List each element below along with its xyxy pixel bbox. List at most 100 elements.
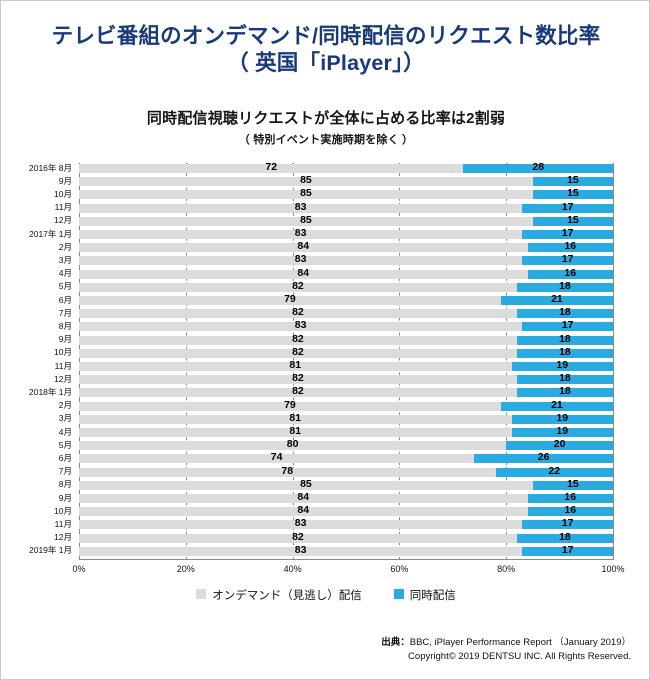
y-axis-label: 2018年 1月 <box>29 386 72 397</box>
bar-segment-ondemand <box>79 388 517 398</box>
bar-segment-ondemand <box>79 190 533 200</box>
y-axis-label: 2月 <box>58 241 72 252</box>
bar-segment-simulcast <box>522 256 613 266</box>
bar-row <box>79 507 613 517</box>
y-axis-label: 5月 <box>58 281 72 292</box>
y-axis-label: 2019年 1月 <box>29 545 72 556</box>
source-text: BBC, iPlayer Performance Report （January… <box>409 636 631 648</box>
bar-segment-ondemand <box>79 296 501 305</box>
y-axis-label: 4月 <box>58 268 72 279</box>
bar-segment-ondemand <box>79 362 512 371</box>
y-axis-label: 4月 <box>58 426 72 437</box>
bar-segment-ondemand <box>79 401 501 411</box>
bar-segment-simulcast <box>532 190 613 200</box>
bar-segment-simulcast <box>463 164 613 173</box>
bar-row <box>79 414 613 424</box>
bar-segment-ondemand <box>79 164 464 173</box>
bar-segment-simulcast <box>495 467 613 477</box>
bar-segment-simulcast <box>527 269 613 279</box>
bar-segment-simulcast <box>516 388 613 398</box>
bar-segment-simulcast <box>522 546 613 556</box>
bar-row <box>79 190 613 200</box>
x-axis-tick: 0% <box>72 564 86 574</box>
legend-label: オンデマンド（見逃し）配信 <box>212 590 362 602</box>
x-axis-line <box>79 559 614 560</box>
y-axis-label: 8月 <box>58 479 72 490</box>
legend-item[interactable]: オンデマンド（見逃し）配信 <box>196 587 362 603</box>
bar-segment-simulcast <box>527 494 613 503</box>
bar-row <box>79 428 613 437</box>
y-axis-label: 11月 <box>54 518 72 529</box>
source-line: 出典：BBC, iPlayer Performance Report （Janu… <box>381 636 631 651</box>
y-axis-label: 7月 <box>58 307 72 318</box>
y-axis-label: 11月 <box>54 202 72 213</box>
y-axis-label: 2016年 8月 <box>29 162 72 173</box>
bar-segment-ondemand <box>79 375 517 385</box>
gridline-40 <box>292 163 294 560</box>
chart-gridlines <box>79 163 614 560</box>
bar-row <box>79 375 613 385</box>
y-axis-label: 9月 <box>58 175 72 186</box>
legend-swatch-icon <box>196 589 207 600</box>
y-axis-label: 7月 <box>58 466 72 477</box>
legend-item[interactable]: 同時配信 <box>393 587 456 603</box>
bar-segment-ondemand <box>79 216 533 226</box>
bar-segment-simulcast <box>522 322 613 332</box>
legend-swatch-icon <box>393 589 404 600</box>
x-axis-tick: 20% <box>176 564 195 574</box>
x-axis-tick: 60% <box>390 564 409 574</box>
y-axis-label: 9月 <box>58 492 72 503</box>
bar-segment-simulcast <box>506 441 613 451</box>
bar-segment-simulcast <box>516 348 613 358</box>
chart-footer: 出典：BBC, iPlayer Performance Report （Janu… <box>381 636 631 665</box>
bar-segment-simulcast <box>522 520 613 530</box>
x-axis-ticks: 0% 20% 40% 60% 80% 100% <box>72 560 624 578</box>
bar-row <box>79 520 613 530</box>
bar-segment-ondemand <box>79 269 528 279</box>
y-axis-label: 2月 <box>58 400 72 411</box>
bar-segment-simulcast <box>511 362 613 371</box>
bar-segment-ondemand <box>79 243 528 253</box>
bar-segment-ondemand <box>79 414 512 424</box>
title-line-1: テレビ番組のオンデマンド/同時配信のリクエスト数比率 <box>51 24 601 48</box>
bar-segment-simulcast <box>527 243 613 253</box>
y-axis-label: 2017年 1月 <box>29 228 72 239</box>
bar-row <box>79 164 613 173</box>
bar-segment-simulcast <box>516 282 613 292</box>
bar-segment-simulcast <box>516 309 613 319</box>
bar-row <box>79 256 613 266</box>
gridline-20 <box>185 163 187 560</box>
subtitle-main: 同時配信視聴リクエストが全体に占める比率は2割弱 <box>146 110 506 127</box>
y-axis-label: 12月 <box>54 532 72 543</box>
bar-segment-ondemand <box>79 230 523 239</box>
bar-segment-ondemand <box>79 467 496 477</box>
source-label: 出典： <box>381 636 410 648</box>
bar-row <box>79 546 613 556</box>
bar-row <box>79 348 613 358</box>
bar-row <box>79 282 613 292</box>
bar-segment-ondemand <box>79 203 523 213</box>
copyright-line: Copyright© 2019 DENTSU INC. All Rights R… <box>408 651 631 663</box>
x-axis-tick: 100% <box>601 564 625 574</box>
bar-segment-ondemand <box>79 454 475 464</box>
bar-row <box>79 362 613 371</box>
y-axis-label: 3月 <box>58 413 72 424</box>
bar-segment-ondemand <box>79 480 533 490</box>
x-axis-tick: 40% <box>283 564 302 574</box>
y-axis-label: 11月 <box>54 360 72 371</box>
bar-segment-simulcast <box>511 414 613 424</box>
subtitle-note: （ 特別イベント実施時期を除く ） <box>238 134 414 146</box>
bar-segment-ondemand <box>79 494 528 503</box>
bar-row <box>79 216 613 226</box>
bar-segment-simulcast <box>511 428 613 437</box>
y-axis-label: 3月 <box>58 254 72 265</box>
bar-row <box>79 533 613 543</box>
gridline-80 <box>506 163 508 560</box>
bar-row <box>79 322 613 332</box>
y-axis-label: 12月 <box>54 373 72 384</box>
bar-row <box>79 177 613 187</box>
y-axis-label: 9月 <box>58 334 72 345</box>
bar-row <box>79 494 613 503</box>
y-axis-label: 10月 <box>54 505 72 516</box>
